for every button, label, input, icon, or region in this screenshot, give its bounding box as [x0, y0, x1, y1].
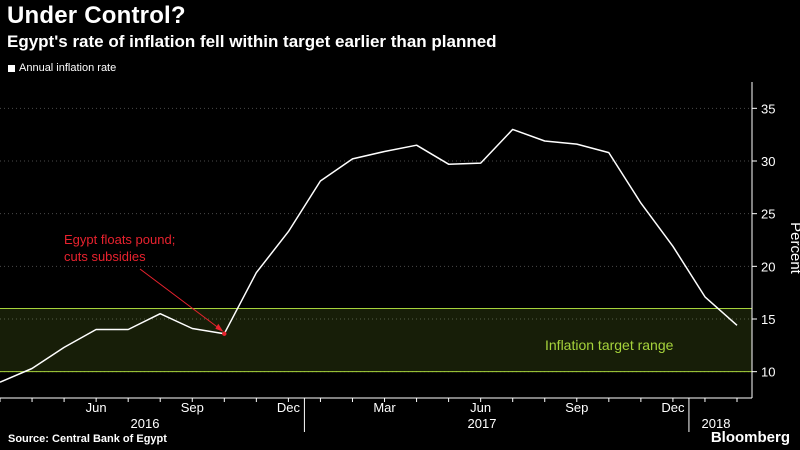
y-tick-label: 25 — [761, 207, 775, 222]
x-tick-label: Sep — [181, 400, 204, 415]
legend: Annual inflation rate — [8, 62, 116, 74]
x-tick-label: Dec — [661, 400, 685, 415]
target-band-fill — [0, 308, 752, 372]
y-tick-label: 15 — [761, 312, 775, 327]
target-band-layer: Inflation target range — [0, 307, 752, 373]
annotation-layer: Egypt floats pound; cuts subsidies — [64, 232, 227, 336]
y-tick-label: 20 — [761, 259, 775, 274]
chart-subtitle: Egypt's rate of inflation fell within ta… — [7, 32, 497, 51]
legend-label: Annual inflation rate — [19, 62, 117, 74]
target-band-label: Inflation target range — [545, 337, 674, 353]
x-tick-label: Jun — [470, 400, 491, 415]
annotation-text: cuts subsidies — [64, 249, 146, 264]
x-tick-label: Sep — [565, 400, 588, 415]
brand-logo: Bloomberg — [710, 429, 790, 446]
x-tick-label: Dec — [277, 400, 301, 415]
annotation-marker — [222, 331, 227, 336]
y-tick-label: 30 — [761, 154, 775, 169]
series-line-annual-inflation — [0, 128, 738, 383]
annotation-leader — [139, 268, 223, 332]
chart-title: Under Control? — [7, 2, 186, 29]
x-tick-label: Mar — [373, 400, 396, 415]
x-tick-label: Jun — [86, 400, 107, 415]
source-note: Source: Central Bank of Egypt — [8, 433, 167, 445]
year-label: 2018 — [702, 416, 731, 431]
year-label: 2016 — [131, 416, 160, 431]
annotation-arrowhead — [215, 323, 224, 332]
axis-layer: 10 15 20 25 30 35 Percent Jun Sep Dec Mar Jun Sep Dec… — [0, 82, 800, 432]
y-tick-label: 10 — [761, 365, 775, 380]
annotation-text: Egypt floats pound; — [64, 232, 175, 247]
series-layer — [0, 128, 738, 383]
y-axis-label: Percent — [787, 222, 800, 275]
year-label: 2017 — [468, 416, 497, 431]
legend-swatch — [8, 64, 15, 72]
y-tick-label: 35 — [761, 101, 775, 116]
